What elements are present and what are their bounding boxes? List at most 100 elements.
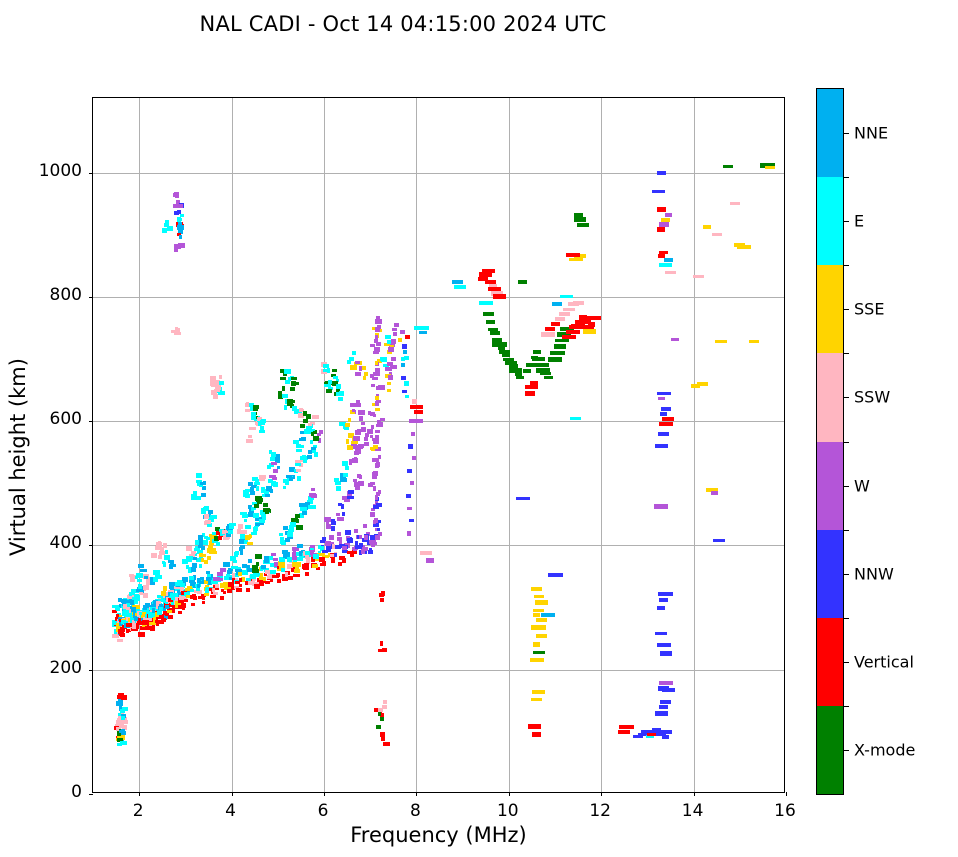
scatter-point <box>169 583 175 589</box>
scatter-data-layer <box>93 98 784 792</box>
scatter-point <box>282 478 289 483</box>
scatter-point <box>161 597 168 602</box>
scatter-point <box>376 342 382 347</box>
scatter-point <box>371 475 377 480</box>
scatter-point <box>570 417 582 421</box>
scatter-point <box>135 625 139 630</box>
scatter-point <box>191 567 197 573</box>
scatter-point <box>150 612 157 617</box>
scatter-point <box>185 593 190 599</box>
scatter-point <box>498 349 510 354</box>
scatter-point <box>398 338 403 343</box>
scatter-point <box>554 338 569 342</box>
scatter-point <box>263 507 271 512</box>
scatter-point <box>654 504 669 510</box>
scatter-point <box>692 275 704 279</box>
scatter-point <box>310 446 316 451</box>
scatter-point <box>373 517 378 523</box>
scatter-point <box>660 700 672 705</box>
scatter-point <box>252 565 259 570</box>
scatter-point <box>656 642 671 647</box>
scatter-point <box>259 518 266 523</box>
scatter-point <box>229 522 237 526</box>
scatter-point <box>533 594 544 598</box>
scatter-point <box>491 290 504 296</box>
scatter-point <box>295 462 302 466</box>
scatter-point <box>379 717 384 722</box>
scatter-point <box>327 553 331 558</box>
scatter-point <box>194 553 198 557</box>
scatter-point <box>197 590 203 595</box>
scatter-point <box>268 450 272 455</box>
x-tick <box>601 792 603 796</box>
scatter-point <box>280 369 286 374</box>
scatter-point <box>659 598 669 603</box>
scatter-point <box>371 508 376 512</box>
scatter-point <box>658 591 674 596</box>
scatter-point <box>247 541 254 545</box>
scatter-point <box>218 577 223 581</box>
scatter-point <box>402 349 407 354</box>
scatter-point <box>532 357 546 361</box>
scatter-point <box>342 557 347 563</box>
scatter-point <box>234 551 239 556</box>
x-tick <box>324 792 325 796</box>
scatter-point <box>164 219 169 223</box>
scatter-point <box>252 569 260 574</box>
scatter-point <box>115 614 119 620</box>
scatter-point <box>525 384 539 389</box>
scatter-point <box>185 557 192 563</box>
scatter-point <box>364 433 369 438</box>
scatter-point <box>300 456 308 461</box>
scatter-point <box>380 590 385 596</box>
scatter-point <box>168 560 175 564</box>
scatter-point <box>181 588 187 592</box>
scatter-point <box>550 322 560 327</box>
scatter-point <box>182 598 188 602</box>
scatter-point <box>197 550 204 555</box>
y-tick <box>89 794 93 795</box>
scatter-point <box>228 529 234 534</box>
scatter-point <box>158 603 163 609</box>
scatter-point <box>146 576 152 581</box>
scatter-point <box>222 529 230 534</box>
scatter-point <box>156 616 162 619</box>
scatter-point <box>213 576 221 581</box>
scatter-point <box>659 250 669 254</box>
scatter-point <box>375 326 380 332</box>
scatter-point <box>659 705 669 709</box>
scatter-point <box>178 229 184 234</box>
scatter-point <box>322 537 327 542</box>
colorbar-boundary-tick <box>843 265 849 267</box>
scatter-point <box>178 610 183 614</box>
scatter-point <box>306 454 312 459</box>
scatter-point <box>138 631 146 637</box>
scatter-point <box>131 597 138 601</box>
scatter-point <box>226 589 232 594</box>
scatter-point <box>176 582 182 587</box>
scatter-point <box>201 553 207 557</box>
colorbar-label-e: E <box>854 211 865 231</box>
scatter-point <box>357 481 364 487</box>
scatter-point <box>665 270 676 274</box>
scatter-point <box>137 563 144 568</box>
scatter-point <box>299 437 306 441</box>
scatter-point <box>137 620 142 625</box>
scatter-point <box>178 595 184 601</box>
scatter-point <box>139 591 144 595</box>
y-tick-label: 400 <box>49 533 82 554</box>
y-axis-title: Virtual height (km) <box>6 358 30 556</box>
y-tick <box>89 172 93 174</box>
scatter-point <box>257 417 261 421</box>
scatter-point <box>331 525 336 531</box>
scatter-point <box>151 553 158 559</box>
scatter-point <box>158 615 163 620</box>
scatter-point <box>214 385 221 391</box>
scatter-point <box>212 592 218 596</box>
scatter-point <box>259 509 266 515</box>
scatter-point <box>361 538 367 543</box>
scatter-point <box>367 428 374 434</box>
scatter-point <box>281 556 286 562</box>
scatter-point <box>206 522 212 527</box>
scatter-point <box>354 430 361 436</box>
